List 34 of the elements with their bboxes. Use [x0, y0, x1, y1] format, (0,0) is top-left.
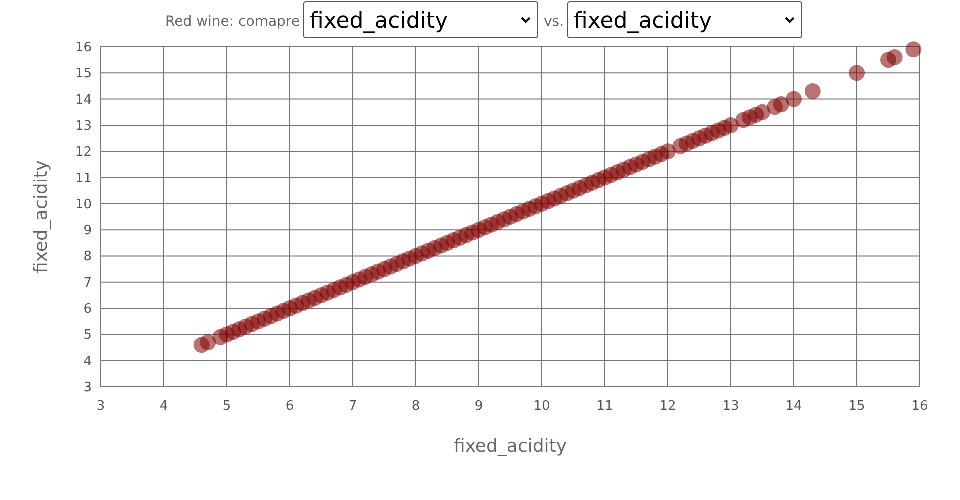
x-tick-label: 5	[222, 399, 232, 414]
chart-title: Red wine: comapre	[166, 14, 300, 30]
y-tick-label: 10	[75, 197, 92, 212]
y-tick-label: 13	[75, 118, 92, 134]
x-tick-label: 6	[286, 399, 294, 414]
y-tick-label: 3	[84, 380, 92, 396]
x-tick-label: 10	[534, 399, 550, 414]
x-tick-label: 13	[722, 399, 740, 414]
y-tick-label: 14	[75, 92, 92, 108]
x-tick-label: 12	[660, 399, 676, 414]
y-tick-label: 12	[75, 145, 92, 160]
text: fixed_acidity	[310, 9, 448, 34]
y-tick-label: 9	[84, 224, 92, 239]
x-tick-label: 16	[912, 399, 928, 414]
y-axis-title: fixed_acidity	[31, 160, 52, 274]
y-tick-label: 16	[75, 40, 92, 56]
text: fixed_acidity	[574, 9, 712, 34]
y-tick-label: 15	[75, 66, 92, 82]
y-tick-label: 8	[84, 250, 92, 265]
x-tick-label: 3	[96, 399, 106, 414]
x-tick-label: 4	[160, 399, 168, 414]
x-tick-label: 7	[348, 399, 358, 414]
x-tick-label: 8	[412, 399, 420, 414]
x-tick-label: 11	[596, 399, 614, 414]
x-axis-title: fixed_acidity	[454, 436, 568, 457]
y-tick-label: 4	[84, 354, 92, 370]
x-tick-label: 15	[848, 399, 866, 414]
y-tick-label: 11	[75, 171, 92, 186]
x-tick-label: 9	[474, 399, 484, 414]
x-tick-label: 14	[786, 399, 802, 414]
text: vs.	[544, 14, 564, 30]
y-tick-label: 7	[84, 276, 92, 291]
y-tick-label: 5	[84, 328, 92, 344]
y-tick-label: 6	[84, 302, 92, 318]
